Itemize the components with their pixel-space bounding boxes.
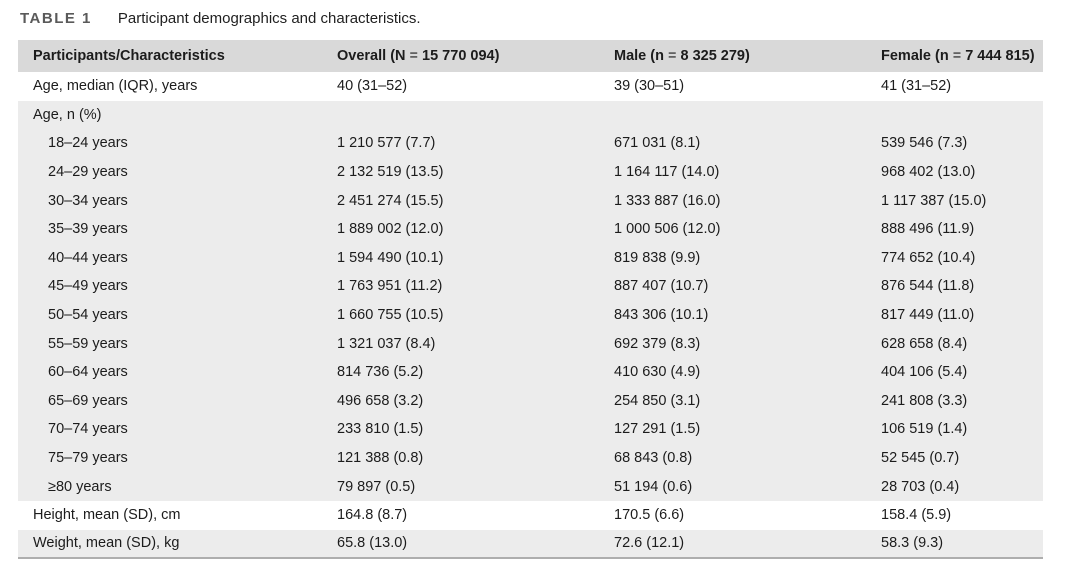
table-row: 18–24 years 1 210 577 (7.7) 671 031 (8.1) 5…	[18, 129, 1043, 158]
row-value: 41 (31–52)	[881, 78, 952, 95]
row-value: 496 658 (3.2)	[337, 386, 614, 416]
column-header: Female (n = 7 444 815)	[881, 40, 1043, 72]
row-value: 1 889 002 (12.0)	[337, 214, 614, 244]
equals-sign: =	[409, 48, 418, 64]
table-row: 40–44 years 1 594 490 (10.1) 819 838 (9.9)…	[18, 243, 1043, 273]
row-label: 70–74 years	[18, 415, 337, 444]
table-body: Age, median (IQR), years 40 (31–52) 39 (30…	[18, 72, 1043, 559]
row-value: 692 379 (8.3)	[614, 329, 881, 358]
row-value: 1 594 490 (10.1)	[337, 243, 614, 273]
equals-sign: =	[667, 48, 677, 64]
row-value: 2 451 274 (15.5)	[337, 186, 614, 215]
row-value: 158.4 (5.9)	[881, 507, 952, 524]
row-value: 1 117 387 (15.0)	[881, 186, 1043, 215]
table-row: 35–39 years 1 889 002 (12.0) 1 000 506 (12…	[18, 214, 1043, 244]
header-row: Participants/Characteristics Overall (N =…	[18, 40, 1043, 72]
row-value: 410 630 (4.9)	[614, 357, 881, 387]
row-label: Age, median (IQR), years	[33, 78, 198, 95]
row-value: 28 703 (0.4)	[881, 472, 1043, 501]
row-label: Height, mean (SD), cm	[33, 507, 181, 524]
row-value: 1 164 117 (14.0)	[614, 157, 881, 187]
table-number-label: TABLE 1	[20, 10, 92, 27]
row-value: 40 (31–52)	[337, 78, 408, 95]
row-value: 1 333 887 (16.0)	[614, 186, 881, 215]
table-row: 24–29 years 2 132 519 (13.5) 1 164 117 (14…	[18, 157, 1043, 187]
row-value: 539 546 (7.3)	[881, 129, 1043, 158]
row-value: 819 838 (9.9)	[614, 243, 881, 273]
demographics-table: Participants/Characteristics Overall (N =…	[18, 40, 1043, 560]
row-value: 1 000 506 (12.0)	[614, 214, 881, 244]
row-value: 876 544 (11.8)	[881, 272, 1043, 301]
row-value: 233 810 (1.5)	[337, 415, 614, 444]
row-label: 65–69 years	[18, 386, 337, 416]
row-value	[614, 100, 881, 130]
table-row: 65–69 years 496 658 (3.2) 254 850 (3.1) 241…	[18, 386, 1043, 416]
table-row: ≥80 years 79 897 (0.5) 51 194 (0.6) 28 703 …	[18, 472, 1043, 501]
table-title: TABLE 1 Participant demographics and cha…	[0, 0, 1080, 40]
row-value: 65.8 (13.0)	[337, 529, 614, 559]
row-value: 58.3 (9.3)	[881, 529, 1043, 559]
row-value	[881, 100, 1043, 130]
row-value: 887 407 (10.7)	[614, 272, 881, 301]
table-row: Height, mean (SD), cm 164.8 (8.7) 170.5 (6…	[18, 501, 1043, 530]
row-label: Weight, mean (SD), kg	[18, 529, 337, 559]
table-row: 30–34 years 2 451 274 (15.5) 1 333 887 (16…	[18, 186, 1043, 215]
row-value: 888 496 (11.9)	[881, 214, 1043, 244]
row-value: 121 388 (0.8)	[337, 443, 614, 473]
row-label: 50–54 years	[18, 300, 337, 330]
row-value: 1 321 037 (8.4)	[337, 329, 614, 358]
row-label: 30–34 years	[18, 186, 337, 215]
row-value: 968 402 (13.0)	[881, 157, 1043, 187]
row-label: 35–39 years	[18, 214, 337, 244]
row-label: 24–29 years	[18, 157, 337, 187]
row-value: 817 449 (11.0)	[881, 300, 1043, 330]
row-value: 2 132 519 (13.5)	[337, 157, 614, 187]
table-row: 75–79 years 121 388 (0.8) 68 843 (0.8) 52 5…	[18, 443, 1043, 473]
table-row: 55–59 years 1 321 037 (8.4) 692 379 (8.3) 6…	[18, 329, 1043, 358]
equals-sign: =	[952, 48, 962, 64]
table-row: Age, n (%)	[18, 100, 1043, 130]
row-value: 72.6 (12.1)	[614, 529, 881, 559]
row-value: 170.5 (6.6)	[614, 507, 685, 524]
row-value: 671 031 (8.1)	[614, 129, 881, 158]
row-label: 55–59 years	[18, 329, 337, 358]
row-label: 45–49 years	[18, 272, 337, 301]
row-value: 39 (30–51)	[614, 78, 685, 95]
column-header: Overall (N = 15 770 094)	[337, 40, 614, 72]
table-caption: Participant demographics and characteris…	[117, 10, 421, 27]
row-label: 18–24 years	[18, 129, 337, 158]
row-value: 68 843 (0.8)	[614, 443, 881, 473]
row-value: 774 652 (10.4)	[881, 243, 1043, 273]
row-value: 1 763 951 (11.2)	[337, 272, 614, 301]
row-value: 127 291 (1.5)	[614, 415, 881, 444]
row-value: 404 106 (5.4)	[881, 357, 1043, 387]
table-row: 50–54 years 1 660 755 (10.5) 843 306 (10.1…	[18, 300, 1043, 330]
row-value	[337, 100, 614, 130]
row-label: 75–79 years	[18, 443, 337, 473]
row-value: 628 658 (8.4)	[881, 329, 1043, 358]
table-row: 60–64 years 814 736 (5.2) 410 630 (4.9) 404…	[18, 357, 1043, 387]
row-label: 40–44 years	[18, 243, 337, 273]
table-row: Weight, mean (SD), kg 65.8 (13.0) 72.6 (12…	[18, 529, 1043, 559]
row-value: 241 808 (3.3)	[881, 386, 1043, 416]
table-row: 70–74 years 233 810 (1.5) 127 291 (1.5) 106…	[18, 415, 1043, 444]
column-header: Participants/Characteristics	[18, 40, 337, 72]
row-value: 106 519 (1.4)	[881, 415, 1043, 444]
row-value: 843 306 (10.1)	[614, 300, 881, 330]
row-label: Age, n (%)	[18, 100, 337, 130]
row-value: 51 194 (0.6)	[614, 472, 881, 501]
row-label: 60–64 years	[18, 357, 337, 387]
row-value: 814 736 (5.2)	[337, 357, 614, 387]
row-value: 79 897 (0.5)	[337, 472, 614, 501]
row-value: 254 850 (3.1)	[614, 386, 881, 416]
row-value: 1 210 577 (7.7)	[337, 129, 614, 158]
table-row: 45–49 years 1 763 951 (11.2) 887 407 (10.7…	[18, 272, 1043, 301]
row-value: 52 545 (0.7)	[881, 443, 1043, 473]
row-value: 164.8 (8.7)	[337, 507, 408, 524]
row-value: 1 660 755 (10.5)	[337, 300, 614, 330]
column-header: Male (n = 8 325 279)	[614, 40, 881, 72]
table-row: Age, median (IQR), years 40 (31–52) 39 (30…	[18, 72, 1043, 101]
table-header: Participants/Characteristics Overall (N =…	[18, 40, 1043, 72]
row-label: ≥80 years	[18, 472, 337, 501]
